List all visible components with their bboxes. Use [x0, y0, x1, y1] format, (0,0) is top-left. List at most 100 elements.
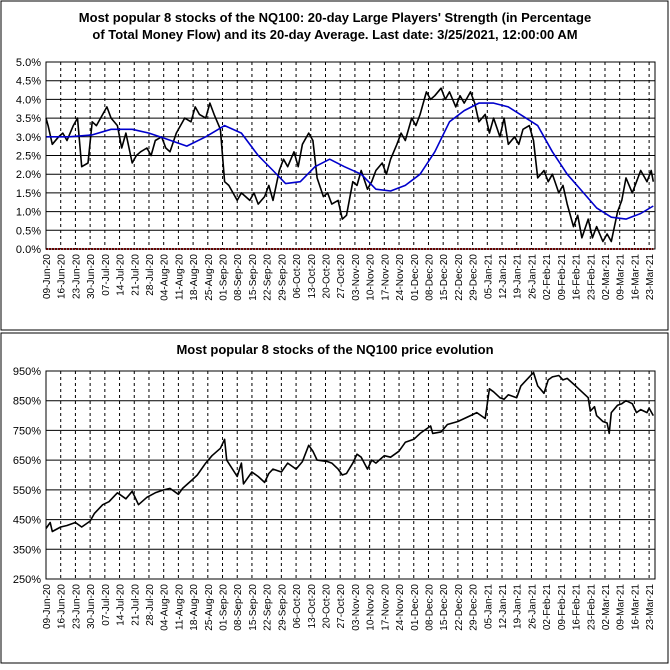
y-tick-label: 4.0%: [16, 94, 41, 106]
y-tick-label: 350%: [13, 544, 41, 556]
bottom-panel-border: [0, 332, 669, 664]
x-tick-label: 04-Aug-20: [160, 584, 171, 631]
x-tick-label: 13-Oct-20: [307, 254, 318, 299]
x-tick-label: 25-Aug-20: [204, 584, 215, 631]
x-tick-label: 08-Dec-20: [424, 254, 435, 301]
y-tick-label: 2.0%: [16, 169, 41, 181]
x-tick-label: 23-Mar-21: [645, 254, 656, 301]
x-tick-label: 05-Jan-21: [483, 584, 494, 629]
y-tick-label: 4.5%: [16, 76, 41, 88]
y-tick-label: 850%: [13, 396, 41, 408]
y-tick-label: 950%: [13, 366, 41, 378]
x-tick-label: 27-Oct-20: [336, 584, 347, 629]
x-tick-label: 16-Jun-20: [57, 584, 68, 629]
x-tick-label: 16-Feb-21: [572, 254, 583, 301]
top-panel-border: [0, 0, 669, 331]
x-tick-label: 08-Dec-20: [424, 584, 435, 631]
x-tick-label: 13-Oct-20: [307, 584, 318, 629]
x-tick-label: 28-Jul-20: [145, 584, 156, 626]
x-tick-label: 27-Oct-20: [336, 254, 347, 299]
x-tick-label: 17-Nov-20: [380, 584, 391, 631]
x-tick-label: 02-Feb-21: [542, 254, 553, 301]
x-tick-label: 29-Sep-20: [277, 584, 288, 631]
plot-border: [45, 61, 656, 250]
y-tick-label: 5.0%: [16, 57, 41, 69]
x-tick-label: 09-Feb-21: [557, 254, 568, 301]
x-tick-label: 11-Aug-20: [174, 254, 185, 300]
x-tick-label: 29-Sep-20: [277, 254, 288, 301]
x-tick-label: 09-Mar-21: [616, 584, 627, 631]
x-tick-label: 10-Nov-20: [366, 584, 377, 631]
x-tick-label: 02-Mar-21: [601, 584, 612, 631]
x-tick-label: 22-Dec-20: [454, 584, 465, 631]
series-line-0: [45, 87, 655, 243]
price-chart: 250% 350% 450% 550% 650% 750% 850% 950% 09-Jun-2…: [13, 366, 656, 631]
chart1-title-line2: of Total Money Flow) and its 20-day Aver…: [92, 27, 577, 42]
x-tick-label: 22-Sep-20: [263, 254, 274, 301]
x-tick-label: 06-Oct-20: [292, 254, 303, 299]
plot-border: [45, 370, 656, 580]
x-tick-label: 09-Jun-20: [42, 254, 53, 299]
y-tick-label: 3.0%: [16, 132, 41, 144]
x-tick-label: 10-Nov-20: [366, 254, 377, 301]
x-tick-label: 06-Oct-20: [292, 584, 303, 629]
x-tick-label: 11-Aug-20: [174, 584, 185, 630]
x-tick-label: 24-Nov-20: [395, 254, 406, 301]
x-tick-label: 22-Dec-20: [454, 254, 465, 301]
x-tick-label: 26-Jan-21: [527, 254, 538, 299]
x-tick-label: 30-Jun-20: [86, 584, 97, 629]
x-tick-label: 07-Jul-20: [101, 584, 112, 626]
x-tick-label: 12-Jan-21: [498, 584, 509, 629]
x-tick-label: 18-Aug-20: [189, 584, 200, 631]
strength-chart: 0.0% 0.5% 1.0% 1.5% 2.0% 2.5% 3.0% 3.5% 4.0% 4.5%…: [16, 57, 656, 301]
x-tick-label: 28-Jul-20: [145, 254, 156, 296]
y-tick-label: 0.0%: [16, 244, 41, 256]
x-tick-label: 14-Jul-20: [116, 584, 127, 626]
x-tick-label: 22-Sep-20: [263, 584, 274, 631]
x-tick-label: 21-Jul-20: [130, 254, 141, 296]
y-tick-label: 1.0%: [16, 207, 41, 219]
y-tick-label: 550%: [13, 485, 41, 497]
x-tick-label: 25-Aug-20: [204, 254, 215, 301]
x-tick-label: 09-Mar-21: [616, 254, 627, 301]
x-tick-label: 15-Sep-20: [248, 254, 259, 301]
chart1-title-line1: Most popular 8 stocks of the NQ100: 20-d…: [79, 10, 591, 25]
x-tick-label: 19-Jan-21: [513, 254, 524, 299]
series-line-0: [45, 371, 654, 533]
x-tick-label: 20-Oct-20: [321, 584, 332, 629]
x-tick-label: 17-Nov-20: [380, 254, 391, 301]
x-tick-label: 08-Sep-20: [233, 254, 244, 301]
x-tick-label: 01-Dec-20: [410, 254, 421, 301]
x-tick-label: 12-Jan-21: [498, 254, 509, 299]
x-tick-label: 21-Jul-20: [130, 584, 141, 626]
x-tick-label: 07-Jul-20: [101, 254, 112, 296]
x-tick-label: 23-Feb-21: [586, 254, 597, 301]
x-tick-label: 02-Feb-21: [542, 584, 553, 631]
x-tick-label: 26-Jan-21: [527, 584, 538, 629]
x-tick-label: 23-Mar-21: [645, 584, 656, 631]
y-tick-label: 750%: [13, 425, 41, 437]
x-tick-label: 23-Feb-21: [586, 584, 597, 631]
plot-area: [45, 370, 656, 580]
x-tick-label: 20-Oct-20: [321, 254, 332, 299]
series-line-1: [46, 102, 654, 220]
x-tick-label: 16-Mar-21: [630, 254, 641, 301]
x-tick-label: 16-Feb-21: [572, 584, 583, 631]
y-tick-label: 250%: [13, 574, 41, 586]
x-tick-label: 08-Sep-20: [233, 584, 244, 631]
x-tick-label: 16-Mar-21: [630, 584, 641, 631]
x-tick-label: 15-Sep-20: [248, 584, 259, 631]
x-tick-label: 09-Jun-20: [42, 584, 53, 629]
y-tick-label: 1.5%: [16, 188, 41, 200]
x-tick-label: 29-Dec-20: [469, 584, 480, 631]
y-tick-label: 450%: [13, 515, 41, 527]
y-tick-label: 650%: [13, 455, 41, 467]
x-tick-label: 19-Jan-21: [513, 584, 524, 629]
x-tick-label: 24-Nov-20: [395, 584, 406, 631]
y-tick-label: 2.5%: [16, 151, 41, 163]
x-tick-label: 23-Jun-20: [71, 584, 82, 629]
x-tick-label: 03-Nov-20: [351, 584, 362, 631]
x-tick-label: 15-Dec-20: [439, 254, 450, 301]
x-tick-label: 29-Dec-20: [469, 254, 480, 301]
